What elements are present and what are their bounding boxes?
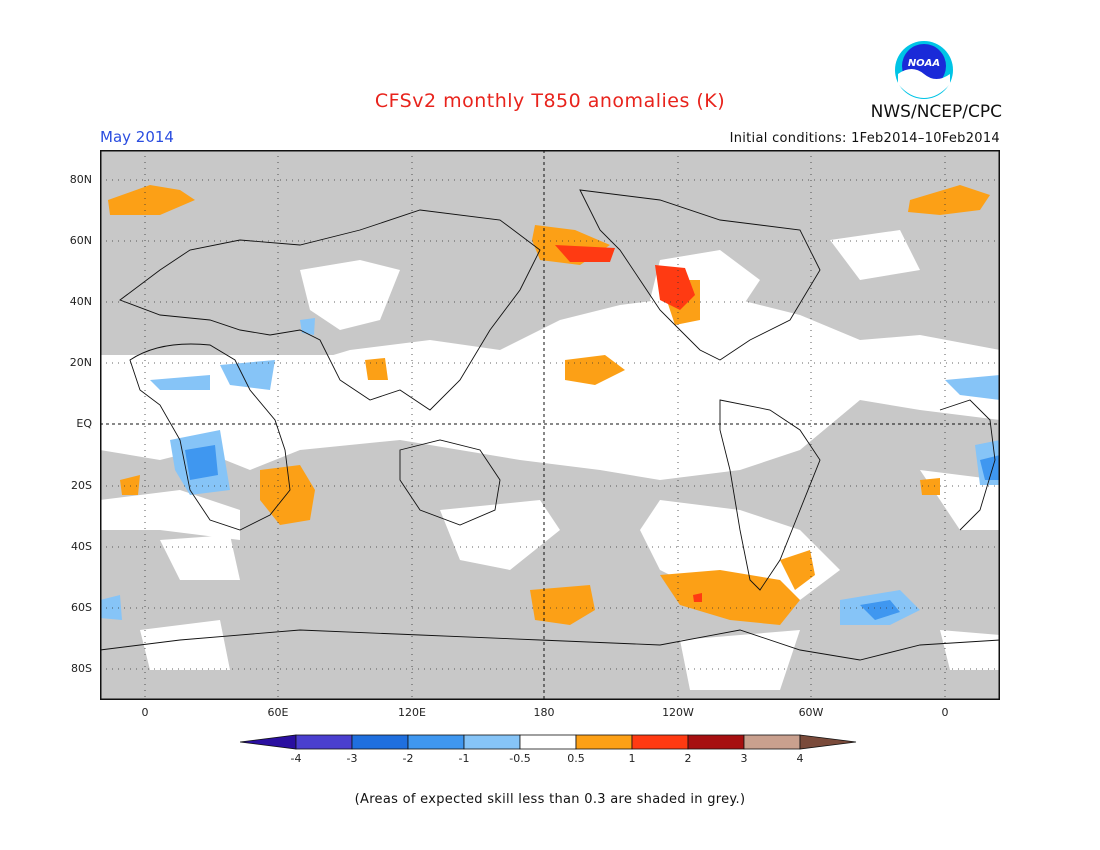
colorbar-tick-label: -4 — [290, 752, 302, 765]
colorbar-tick-label: 3 — [740, 752, 748, 765]
colorbar-tick-label: 4 — [796, 752, 804, 765]
lat-label: 20S — [71, 479, 92, 492]
graticule — [100, 150, 1000, 700]
lat-label: 80S — [71, 662, 92, 675]
lon-label: 120W — [662, 706, 694, 719]
lon-label: 0 — [941, 706, 949, 719]
colorbar-min-arrow — [240, 734, 297, 750]
lon-label: 180 — [533, 706, 555, 719]
noaa-logo: NOAA — [895, 41, 953, 99]
agency-label: NWS/NCEP/CPC — [870, 102, 1002, 122]
map-title: CFSv2 monthly T850 anomalies (K) — [374, 90, 726, 112]
lon-label: 0 — [141, 706, 149, 719]
colorbar-segment — [743, 734, 801, 750]
colorbar-tick-label: -1 — [458, 752, 470, 765]
colorbar-tick-label: -0.5 — [509, 752, 531, 765]
lat-label: 40N — [69, 295, 92, 308]
colorbar-segment — [295, 734, 353, 750]
colorbar-segment — [687, 734, 745, 750]
lon-label: 60W — [798, 706, 824, 719]
colorbar-tick-label: -2 — [402, 752, 414, 765]
coastlines — [100, 189, 1000, 661]
lat-label: 60N — [69, 234, 92, 247]
anomaly-map — [100, 150, 1000, 700]
colorbar-tick-label: 1 — [628, 752, 636, 765]
colorbar-tick-label: -3 — [346, 752, 358, 765]
lat-label: EQ — [76, 417, 92, 430]
lat-label: 60S — [71, 601, 92, 614]
lat-label: 80N — [69, 173, 92, 186]
lon-label: 60E — [267, 706, 289, 719]
positive-anomalies-strong — [555, 245, 702, 602]
skill-note: (Areas of expected skill less than 0.3 a… — [354, 792, 746, 807]
lat-label: 20N — [69, 356, 92, 369]
colorbar-tick-label: 0.5 — [567, 752, 585, 765]
colorbar-segment — [407, 734, 465, 750]
logo-text: NOAA — [908, 58, 940, 69]
colorbar-segment — [519, 734, 577, 750]
colorbar-segment — [575, 734, 633, 750]
colorbar-segment — [463, 734, 521, 750]
colorbar-tick-label: 2 — [684, 752, 692, 765]
lat-label: 40S — [71, 540, 92, 553]
lon-label: 120E — [398, 706, 426, 719]
skill-regions — [100, 230, 1000, 690]
map-frame — [100, 150, 1000, 700]
forecast-month: May 2014 — [100, 128, 174, 146]
colorbar-max-arrow — [799, 734, 857, 750]
colorbar-segment — [631, 734, 689, 750]
initial-conditions: Initial conditions: 1Feb2014–10Feb2014 — [729, 131, 1000, 146]
colorbar — [240, 734, 857, 750]
colorbar-segment — [351, 734, 409, 750]
